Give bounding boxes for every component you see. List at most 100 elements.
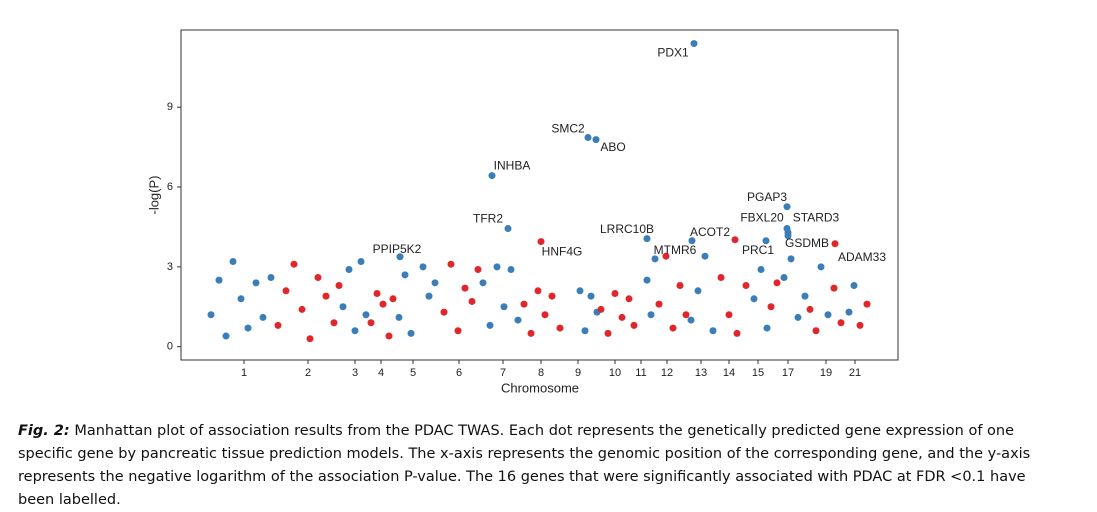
x-tick-label: 13 bbox=[695, 367, 707, 379]
point bbox=[863, 300, 871, 308]
point bbox=[709, 327, 717, 335]
point bbox=[643, 276, 651, 284]
point bbox=[425, 292, 433, 300]
point bbox=[763, 324, 771, 332]
point bbox=[461, 284, 469, 292]
gene-point bbox=[783, 203, 791, 211]
point bbox=[757, 266, 765, 274]
gene-label: PPIP5K2 bbox=[373, 242, 422, 256]
point bbox=[576, 287, 584, 295]
point bbox=[244, 324, 252, 332]
point bbox=[389, 295, 397, 303]
point bbox=[733, 329, 741, 337]
gene-label: PDX1 bbox=[657, 46, 689, 60]
x-tick-label: 15 bbox=[752, 367, 764, 379]
point bbox=[507, 266, 515, 274]
gene-point bbox=[643, 235, 651, 243]
point bbox=[773, 279, 781, 287]
caption-label: Fig. 2: bbox=[18, 423, 70, 439]
point bbox=[682, 311, 690, 319]
x-tick-label: 11 bbox=[635, 367, 646, 379]
point bbox=[581, 327, 589, 335]
x-tick-label: 8 bbox=[538, 367, 544, 379]
point bbox=[655, 300, 663, 308]
point bbox=[611, 289, 619, 297]
point bbox=[431, 279, 439, 287]
point bbox=[267, 274, 275, 281]
point bbox=[806, 305, 814, 313]
point bbox=[647, 311, 655, 319]
gene-point bbox=[488, 172, 496, 180]
gene-point bbox=[762, 237, 770, 245]
gene-label: LRRC10B bbox=[600, 222, 654, 236]
x-tick-label: 2 bbox=[305, 367, 311, 379]
x-tick-label: 4 bbox=[378, 367, 384, 379]
gene-label: HNF4G bbox=[542, 245, 583, 259]
point bbox=[801, 292, 809, 300]
point bbox=[850, 281, 858, 289]
point bbox=[742, 281, 750, 289]
point bbox=[618, 313, 626, 321]
y-tick-label: 9 bbox=[167, 101, 173, 113]
x-tick-label: 21 bbox=[849, 367, 861, 379]
point bbox=[486, 321, 494, 329]
point bbox=[339, 303, 347, 311]
point bbox=[440, 308, 448, 316]
gene-label: PRC1 bbox=[742, 243, 774, 257]
point bbox=[274, 321, 282, 329]
point bbox=[856, 321, 864, 329]
point bbox=[306, 335, 314, 343]
gene-label: STARD3 bbox=[793, 211, 840, 225]
point bbox=[237, 295, 245, 303]
point bbox=[298, 305, 306, 313]
point bbox=[252, 279, 260, 287]
gene-point bbox=[592, 136, 600, 144]
gene-point bbox=[784, 232, 792, 240]
gene-label: MTMR6 bbox=[654, 243, 697, 257]
gene-label: GSDMB bbox=[785, 236, 829, 250]
point bbox=[824, 311, 832, 319]
gene-point bbox=[504, 225, 512, 233]
point bbox=[290, 260, 298, 268]
point bbox=[548, 292, 556, 300]
point bbox=[630, 321, 638, 329]
point bbox=[493, 263, 501, 271]
point bbox=[587, 292, 595, 300]
x-tick-label: 14 bbox=[723, 367, 735, 379]
x-tick-label: 17 bbox=[782, 367, 794, 379]
point bbox=[401, 271, 409, 279]
point bbox=[812, 327, 820, 335]
point bbox=[335, 281, 343, 289]
point bbox=[520, 300, 528, 308]
point bbox=[362, 311, 370, 319]
y-tick-label: 0 bbox=[167, 341, 173, 353]
gene-point bbox=[690, 40, 698, 48]
gene-point bbox=[396, 253, 404, 261]
gene-label: FBXL20 bbox=[740, 211, 784, 225]
point bbox=[669, 324, 677, 332]
point bbox=[687, 316, 695, 324]
gene-point bbox=[731, 236, 739, 244]
point bbox=[259, 313, 267, 321]
y-axis-label: -log(P) bbox=[146, 175, 161, 214]
point bbox=[373, 289, 381, 297]
gene-point bbox=[537, 238, 545, 246]
point bbox=[322, 292, 330, 300]
point bbox=[527, 329, 535, 337]
point bbox=[500, 303, 508, 311]
x-tick-label: 6 bbox=[456, 367, 462, 379]
point bbox=[330, 319, 338, 327]
gene-label: PGAP3 bbox=[747, 190, 787, 204]
point bbox=[407, 329, 415, 337]
gene-label: SMC2 bbox=[551, 122, 585, 136]
y-tick-label: 3 bbox=[167, 261, 173, 273]
point bbox=[750, 295, 758, 303]
gene-point bbox=[584, 134, 592, 142]
point bbox=[694, 287, 702, 295]
gene-point bbox=[831, 240, 839, 248]
plot-frame bbox=[180, 29, 899, 361]
point bbox=[379, 300, 387, 308]
point bbox=[725, 311, 733, 319]
point bbox=[767, 303, 775, 311]
x-tick-label: 12 bbox=[661, 367, 673, 379]
